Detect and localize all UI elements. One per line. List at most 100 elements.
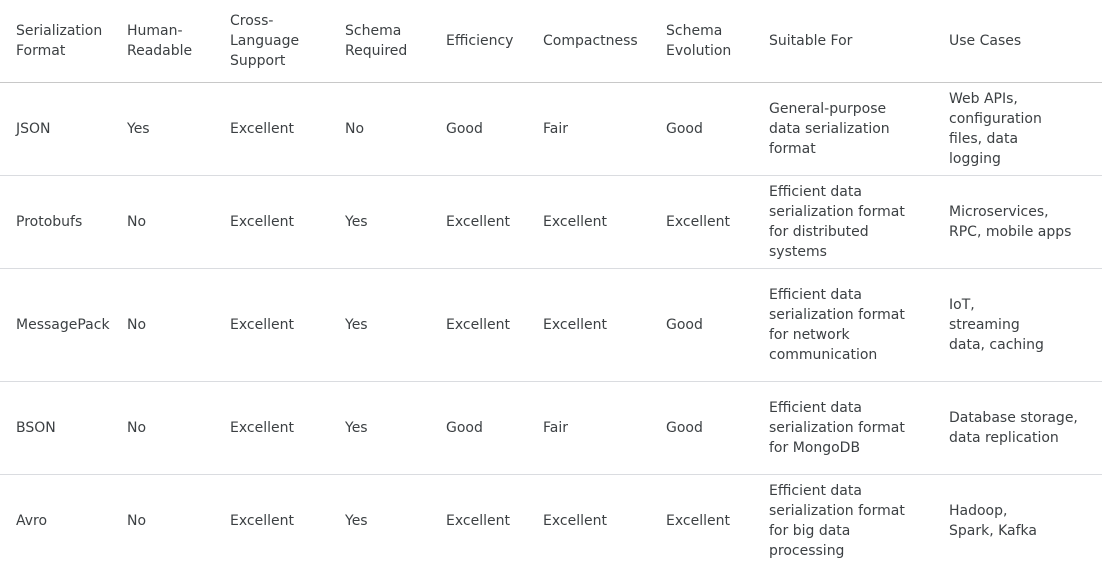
- cell-schema-required: Yes: [345, 473, 446, 567]
- table-row: Avro No Excellent Yes Excellent Excellen…: [0, 473, 1102, 567]
- cell-text: Web APIs, configuration files, data logg…: [949, 90, 1042, 167]
- cell-suitable-for: Efficient data serialization format for …: [769, 473, 949, 567]
- table-row: MessagePack No Excellent Yes Excellent E…: [0, 267, 1102, 381]
- header-label: Schema Required: [345, 22, 408, 59]
- header-schema-evolution: Schema Evolution: [666, 0, 769, 83]
- cell-suitable-for: Efficient data serialization format for …: [769, 267, 949, 381]
- cell-human-readable: No: [127, 380, 230, 474]
- header-label: Serialization Format: [16, 22, 103, 59]
- cell-text: No: [127, 512, 147, 529]
- cell-text: MessagePack: [16, 316, 110, 333]
- header-label: Use Cases: [949, 32, 1022, 49]
- cell-text: Yes: [345, 213, 368, 230]
- cell-text: Yes: [345, 512, 368, 529]
- cell-text: Excellent: [446, 213, 510, 230]
- cell-text: Efficient data serialization format for …: [769, 183, 905, 260]
- cell-text: Excellent: [543, 316, 607, 333]
- cell-schema-required: Yes: [345, 174, 446, 268]
- header-compactness: Compactness: [543, 0, 666, 83]
- cell-schema-evolution: Excellent: [666, 473, 769, 567]
- cell-text: Yes: [345, 419, 368, 436]
- cell-text: JSON: [16, 120, 51, 137]
- cell-use-cases: Microservices, RPC, mobile apps: [949, 174, 1102, 268]
- cell-use-cases: Database storage, data replication: [949, 380, 1102, 474]
- cell-text: No: [127, 316, 147, 333]
- cell-text: Yes: [127, 120, 150, 137]
- cell-schema-evolution: Good: [666, 380, 769, 474]
- cell-cross-language: Excellent: [230, 473, 345, 567]
- header-label: Suitable For: [769, 32, 853, 49]
- header-label: Cross-Language Support: [230, 12, 300, 69]
- cell-efficiency: Good: [446, 380, 543, 474]
- cell-text: Avro: [16, 512, 48, 529]
- cell-text: IoT, streaming data, caching: [949, 296, 1044, 353]
- cell-format: BSON: [0, 380, 127, 474]
- cell-text: Yes: [345, 316, 368, 333]
- cell-cross-language: Excellent: [230, 82, 345, 175]
- cell-text: Hadoop, Spark, Kafka: [949, 502, 1037, 539]
- cell-format: Avro: [0, 473, 127, 567]
- cell-text: Protobufs: [16, 213, 83, 230]
- cell-text: Excellent: [230, 316, 294, 333]
- cell-compactness: Excellent: [543, 267, 666, 381]
- cell-compactness: Excellent: [543, 473, 666, 567]
- cell-efficiency: Excellent: [446, 267, 543, 381]
- cell-text: Good: [666, 120, 703, 137]
- cell-text: Excellent: [230, 120, 294, 137]
- cell-text: Efficient data serialization format for …: [769, 399, 905, 456]
- table-row: BSON No Excellent Yes Good Fair Good Eff…: [0, 380, 1102, 474]
- cell-text: Fair: [543, 120, 568, 137]
- cell-text: Excellent: [543, 512, 607, 529]
- header-label: Efficiency: [446, 32, 514, 49]
- cell-efficiency: Good: [446, 82, 543, 175]
- cell-use-cases: Web APIs, configuration files, data logg…: [949, 82, 1102, 175]
- cell-schema-evolution: Good: [666, 82, 769, 175]
- cell-text: Good: [666, 419, 703, 436]
- header-label: Human-Readable: [127, 22, 193, 59]
- cell-text: Excellent: [446, 512, 510, 529]
- cell-text: Database storage, data replication: [949, 409, 1078, 446]
- cell-compactness: Fair: [543, 380, 666, 474]
- cell-text: No: [127, 213, 147, 230]
- cell-suitable-for: General-purpose data serialization forma…: [769, 82, 949, 175]
- cell-text: No: [127, 419, 147, 436]
- cell-schema-required: No: [345, 82, 446, 175]
- header-efficiency: Efficiency: [446, 0, 543, 83]
- header-serialization-format: Serialization Format: [0, 0, 127, 83]
- table-row: Protobufs No Excellent Yes Excellent Exc…: [0, 174, 1102, 268]
- cell-format: MessagePack: [0, 267, 127, 381]
- cell-text: Microservices, RPC, mobile apps: [949, 203, 1072, 240]
- cell-cross-language: Excellent: [230, 380, 345, 474]
- cell-schema-evolution: Excellent: [666, 174, 769, 268]
- header-schema-required: Schema Required: [345, 0, 446, 83]
- cell-text: Excellent: [446, 316, 510, 333]
- header-suitable-for: Suitable For: [769, 0, 949, 83]
- cell-human-readable: Yes: [127, 82, 230, 175]
- header-label: Compactness: [543, 32, 638, 49]
- cell-text: BSON: [16, 419, 56, 436]
- cell-schema-evolution: Good: [666, 267, 769, 381]
- cell-text: Excellent: [666, 213, 730, 230]
- cell-format: Protobufs: [0, 174, 127, 268]
- cell-suitable-for: Efficient data serialization format for …: [769, 380, 949, 474]
- table-header-row: Serialization Format Human-Readable Cros…: [0, 0, 1102, 83]
- cell-text: Excellent: [230, 419, 294, 436]
- cell-text: Good: [446, 120, 483, 137]
- cell-human-readable: No: [127, 174, 230, 268]
- cell-schema-required: Yes: [345, 267, 446, 381]
- cell-human-readable: No: [127, 473, 230, 567]
- cell-efficiency: Excellent: [446, 473, 543, 567]
- cell-compactness: Fair: [543, 82, 666, 175]
- header-use-cases: Use Cases: [949, 0, 1102, 83]
- header-human-readable: Human-Readable: [127, 0, 230, 83]
- cell-format: JSON: [0, 82, 127, 175]
- cell-text: Excellent: [230, 213, 294, 230]
- cell-compactness: Excellent: [543, 174, 666, 268]
- cell-schema-required: Yes: [345, 380, 446, 474]
- cell-text: Excellent: [230, 512, 294, 529]
- cell-use-cases: IoT, streaming data, caching: [949, 267, 1102, 381]
- cell-cross-language: Excellent: [230, 267, 345, 381]
- cell-text: Fair: [543, 419, 568, 436]
- cell-cross-language: Excellent: [230, 174, 345, 268]
